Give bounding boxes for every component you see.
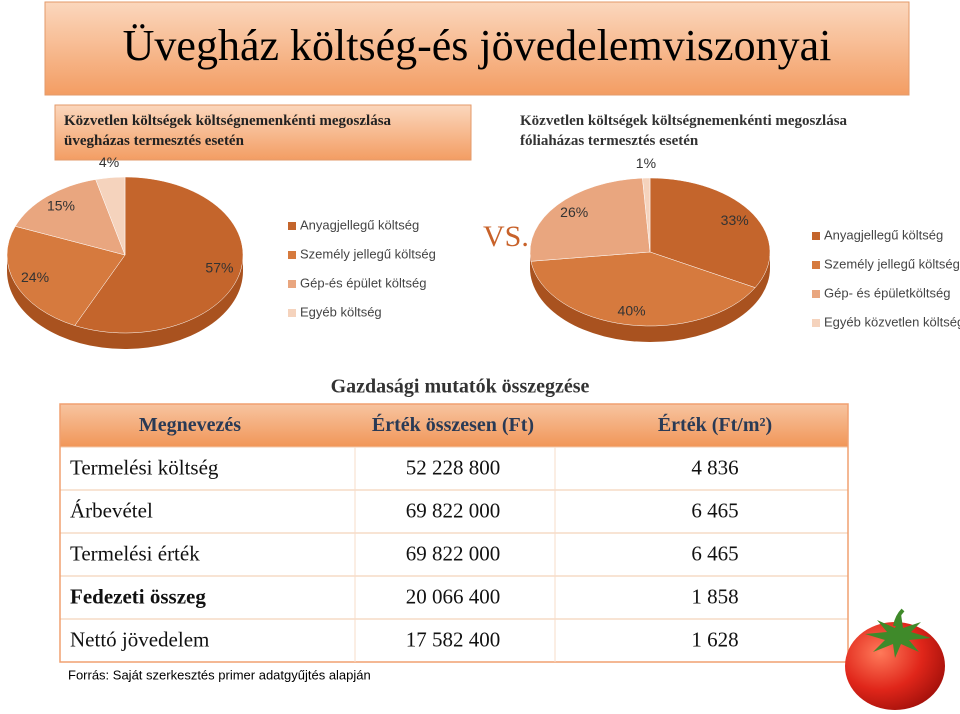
legend-swatch: [812, 232, 820, 240]
source: Forrás: Saját szerkesztés primer adatgyű…: [68, 667, 371, 682]
cell: Árbevétel: [70, 498, 153, 522]
table: Megnevezés Érték összesen (Ft) Érték (Ft/m…: [59, 403, 849, 663]
cell: 69 822 000: [406, 498, 501, 522]
cell: 4 836: [691, 455, 738, 479]
vs-label: VS.: [483, 220, 529, 253]
header-cell: Megnevezés: [139, 414, 241, 436]
cell: 1 628: [691, 627, 738, 651]
cell: Fedezeti összeg: [70, 584, 206, 608]
legend-label: Gép- és épületköltség: [824, 285, 950, 300]
legend-label: Személy jellegű költség: [300, 246, 436, 261]
value-label: 4%: [99, 154, 119, 170]
pie-slice: [74, 176, 244, 334]
pie-slice: [529, 177, 651, 262]
legend-label: Egyéb közvetlen költség: [824, 314, 960, 329]
cell: Nettó jövedelem: [70, 627, 209, 651]
value-label: 26%: [560, 204, 588, 220]
subtitle: Közvetlen költségek költségnemenkénti me…: [64, 113, 392, 149]
pie-slice: [649, 177, 771, 288]
pie-slice: [642, 177, 651, 253]
header-cell: Érték összesen (Ft): [372, 413, 534, 436]
pie-slice: [14, 179, 126, 256]
value-label: 1%: [636, 155, 656, 171]
cell: 6 465: [691, 541, 738, 565]
value-label: 15%: [47, 198, 75, 214]
legend-label: Anyagjellegű költség: [824, 227, 943, 242]
slide-title: Üvegház költség-és jövedelemviszonyai: [123, 21, 832, 70]
legend-swatch: [288, 280, 296, 288]
table-caption: Gazdasági mutatók összegzése: [331, 376, 590, 398]
pie-slice: [530, 251, 756, 327]
value-label: 40%: [618, 302, 646, 318]
tomato-image: [845, 608, 945, 710]
cell: Termelési érték: [70, 541, 200, 565]
legend-label: Anyagjellegű költség: [300, 217, 419, 232]
cell: Termelési költség: [70, 455, 219, 479]
legend-swatch: [812, 319, 820, 327]
cell: 6 465: [691, 498, 738, 522]
legend-label: Egyéb költség: [300, 304, 382, 319]
legend-label: Gép-és épület költség: [300, 275, 426, 290]
cell: 69 822 000: [406, 541, 501, 565]
value-label: 57%: [205, 260, 233, 276]
subtitle-box: [54, 104, 472, 161]
table-header: [60, 404, 848, 447]
pie-slice: [95, 176, 126, 256]
value-label: 33%: [721, 212, 749, 228]
legend-swatch: [288, 251, 296, 259]
table-border: [59, 403, 849, 663]
cell: 17 582 400: [406, 627, 501, 651]
cell: 20 066 400: [406, 584, 501, 608]
subtitle: Közvetlen költségek költségnemenkénti me…: [520, 113, 848, 149]
cell: 1 858: [691, 584, 738, 608]
header-cell: Érték (Ft/m²): [658, 413, 772, 436]
legend-swatch: [812, 261, 820, 269]
legend-swatch: [288, 309, 296, 317]
legend-swatch: [812, 290, 820, 298]
pie-slice: [6, 225, 126, 326]
cell: 52 228 800: [406, 455, 501, 479]
legend-swatch: [288, 222, 296, 230]
legend-label: Személy jellegű költség: [824, 256, 960, 271]
value-label: 24%: [21, 269, 49, 285]
title-box: [44, 1, 910, 96]
